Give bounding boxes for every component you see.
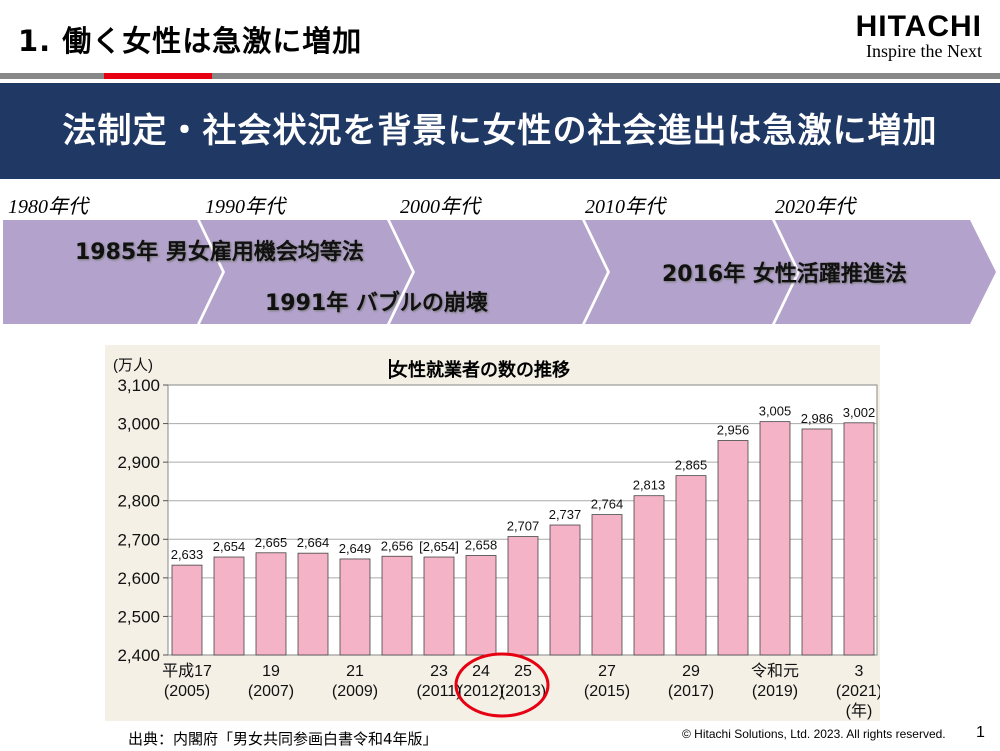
highlight-circle xyxy=(454,652,550,718)
y-tick-label: 2,400 xyxy=(117,646,160,665)
bar xyxy=(213,556,245,656)
timeline-arrow xyxy=(775,220,996,324)
bar xyxy=(507,536,539,656)
x-axis-unit: (年) xyxy=(846,702,873,720)
bar xyxy=(717,440,749,656)
source-note: 出典：内閣府「男女共同参画白書令和4年版」 xyxy=(128,730,438,748)
x-tick-label: (2007) xyxy=(248,683,294,700)
y-tick-label: 3,100 xyxy=(117,376,160,395)
data-label: 2,764 xyxy=(591,497,624,512)
y-tick-label: 2,700 xyxy=(117,530,160,549)
x-tick-label: (2019) xyxy=(752,683,798,700)
bar xyxy=(465,555,497,656)
data-label: 2,658 xyxy=(465,537,498,552)
decade-label: 2010年代 xyxy=(585,196,665,218)
x-tick-label: (2012) xyxy=(458,683,504,700)
data-label: 3,005 xyxy=(759,404,792,419)
copyright: © Hitachi Solutions, Ltd. 2023. All righ… xyxy=(682,727,946,741)
data-label: 2,707 xyxy=(507,519,540,534)
decade-label: 2020年代 xyxy=(775,196,855,218)
slide-title: 1. 働く女性は急激に増加 xyxy=(18,24,363,58)
x-tick-label: 24 xyxy=(472,663,490,680)
x-tick-label: (2017) xyxy=(668,683,714,700)
header-divider xyxy=(0,73,1000,79)
x-tick-label: (2015) xyxy=(584,683,630,700)
x-tick-label: 25 xyxy=(514,663,532,680)
logo-tagline: Inspire the Next xyxy=(866,41,982,61)
bar xyxy=(633,495,665,656)
x-tick-label: 29 xyxy=(682,663,700,680)
x-tick-label: 平成17 xyxy=(162,662,212,680)
data-label: 2,865 xyxy=(675,458,708,473)
bar xyxy=(171,564,203,656)
bar xyxy=(675,475,707,656)
decade-label: 1980年代 xyxy=(8,196,88,218)
header-accent xyxy=(104,73,212,79)
y-tick-label: 3,000 xyxy=(117,415,160,434)
x-tick-label: 21 xyxy=(346,663,364,680)
bar xyxy=(255,552,287,656)
y-axis-label: (万人) xyxy=(113,357,153,374)
x-tick-label: 令和元 xyxy=(751,662,799,680)
bar-chart: 2,400 2,500 2,600 2,700 2,800 2,900 3,000 3,100… xyxy=(113,357,880,720)
x-tick-label: (2021) xyxy=(836,683,880,700)
data-label: 2,664 xyxy=(297,535,330,550)
x-tick-label: (2009) xyxy=(332,683,378,700)
x-tick-label: 19 xyxy=(262,663,280,680)
data-label: 2,633 xyxy=(171,547,204,562)
timeline-event-2016: 2016年 女性活躍推進法 xyxy=(662,262,907,287)
timeline-arrow xyxy=(390,220,607,324)
bar xyxy=(381,555,413,656)
x-tick-label: 3 xyxy=(855,663,864,680)
timeline-arrow xyxy=(200,220,412,324)
x-tick-label: (2011) xyxy=(416,683,461,700)
timeline-arrow xyxy=(3,220,222,324)
timeline-arrows xyxy=(3,220,996,324)
data-label: 2,986 xyxy=(801,411,834,426)
y-tick-label: 2,800 xyxy=(117,492,160,511)
decade-label: 1990年代 xyxy=(205,196,285,218)
x-tick-label: 27 xyxy=(598,663,616,680)
data-label: 3,002 xyxy=(843,405,876,420)
banner-text: 法制定・社会状況を背景に女性の社会進出は急激に増加 xyxy=(62,111,938,151)
data-label: [2,654] xyxy=(419,539,459,554)
data-label: 2,656 xyxy=(381,538,414,553)
data-label: 2,956 xyxy=(717,423,750,438)
data-label: 2,813 xyxy=(633,478,666,493)
bar xyxy=(339,558,371,656)
chart-title: 女性就業者の数の推移 xyxy=(390,360,570,381)
bar xyxy=(759,421,791,656)
bar xyxy=(297,552,329,656)
timeline-arrow xyxy=(585,220,797,324)
x-tick-label: (2013) xyxy=(500,683,546,700)
decade-label: 2000年代 xyxy=(400,196,480,218)
bar xyxy=(423,556,455,656)
x-tick-label: 23 xyxy=(430,663,448,680)
page-number: 1 xyxy=(976,724,985,741)
data-label: 2,649 xyxy=(339,541,372,556)
bar xyxy=(549,524,581,656)
y-tick-label: 2,500 xyxy=(117,607,160,626)
banner-background xyxy=(0,83,1000,179)
bar xyxy=(591,514,623,656)
y-tick-label: 2,900 xyxy=(117,453,160,472)
timeline-event-1985: 1985年 男女雇用機会均等法 xyxy=(75,240,364,265)
chart-title-mark xyxy=(389,359,391,379)
bar xyxy=(843,422,875,656)
y-tick-label: 2,600 xyxy=(117,569,160,588)
data-label: 2,654 xyxy=(213,539,246,554)
bar xyxy=(801,428,833,656)
timeline-event-1991: 1991年 バブルの崩壊 xyxy=(265,291,488,316)
data-label: 2,665 xyxy=(255,535,288,550)
data-label: 2,737 xyxy=(549,507,582,522)
x-tick-label: (2005) xyxy=(164,683,210,700)
hitachi-logo: HITACHI xyxy=(855,10,982,43)
